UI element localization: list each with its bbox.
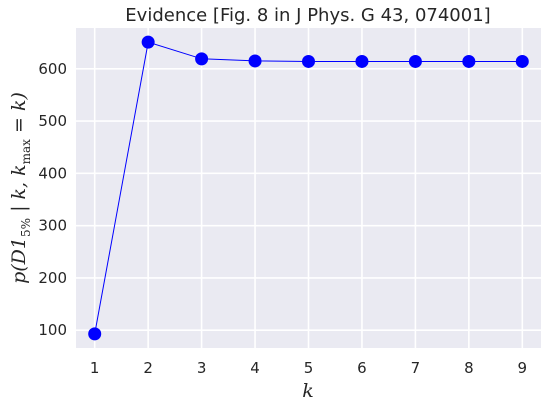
y-axis-label-mid: | k, k bbox=[8, 164, 30, 218]
y-tick-label: 600 bbox=[38, 60, 67, 78]
x-tick-label: 2 bbox=[143, 359, 153, 377]
y-axis-label-sub1: 5% bbox=[19, 218, 33, 237]
y-axis-label-end: = k) bbox=[8, 92, 30, 139]
data-point bbox=[195, 52, 208, 65]
y-axis-label: p(D15% | k, kmax = k) bbox=[8, 92, 33, 284]
x-tick-label: 9 bbox=[518, 359, 528, 377]
x-tick-label: 3 bbox=[197, 359, 207, 377]
data-point bbox=[355, 55, 368, 68]
y-tick-label: 200 bbox=[38, 269, 67, 287]
y-tick-label: 400 bbox=[38, 164, 67, 182]
data-point bbox=[409, 55, 422, 68]
y-tick-labels: 100 200 300 400 500 600 bbox=[38, 60, 67, 339]
y-axis-label-sub2: max bbox=[19, 139, 33, 165]
x-tick-labels: 1 2 3 4 5 6 7 8 9 bbox=[90, 359, 527, 377]
data-point bbox=[516, 55, 529, 68]
data-point bbox=[88, 327, 101, 340]
y-tick-label: 300 bbox=[38, 217, 67, 235]
y-tick-label: 100 bbox=[38, 321, 67, 339]
data-point bbox=[462, 55, 475, 68]
y-tick-label: 500 bbox=[38, 112, 67, 130]
x-tick-label: 8 bbox=[464, 359, 474, 377]
data-point bbox=[142, 36, 155, 49]
x-axis-label: k bbox=[302, 380, 314, 402]
y-axis-label-p: p(D1 bbox=[8, 237, 30, 284]
chart-title: Evidence [Fig. 8 in J Phys. G 43, 074001… bbox=[125, 5, 490, 26]
x-tick-label: 6 bbox=[357, 359, 367, 377]
x-tick-label: 5 bbox=[304, 359, 314, 377]
x-tick-label: 4 bbox=[250, 359, 260, 377]
x-tick-label: 7 bbox=[411, 359, 421, 377]
data-point bbox=[302, 55, 315, 68]
data-point bbox=[249, 54, 262, 67]
x-tick-label: 1 bbox=[90, 359, 100, 377]
